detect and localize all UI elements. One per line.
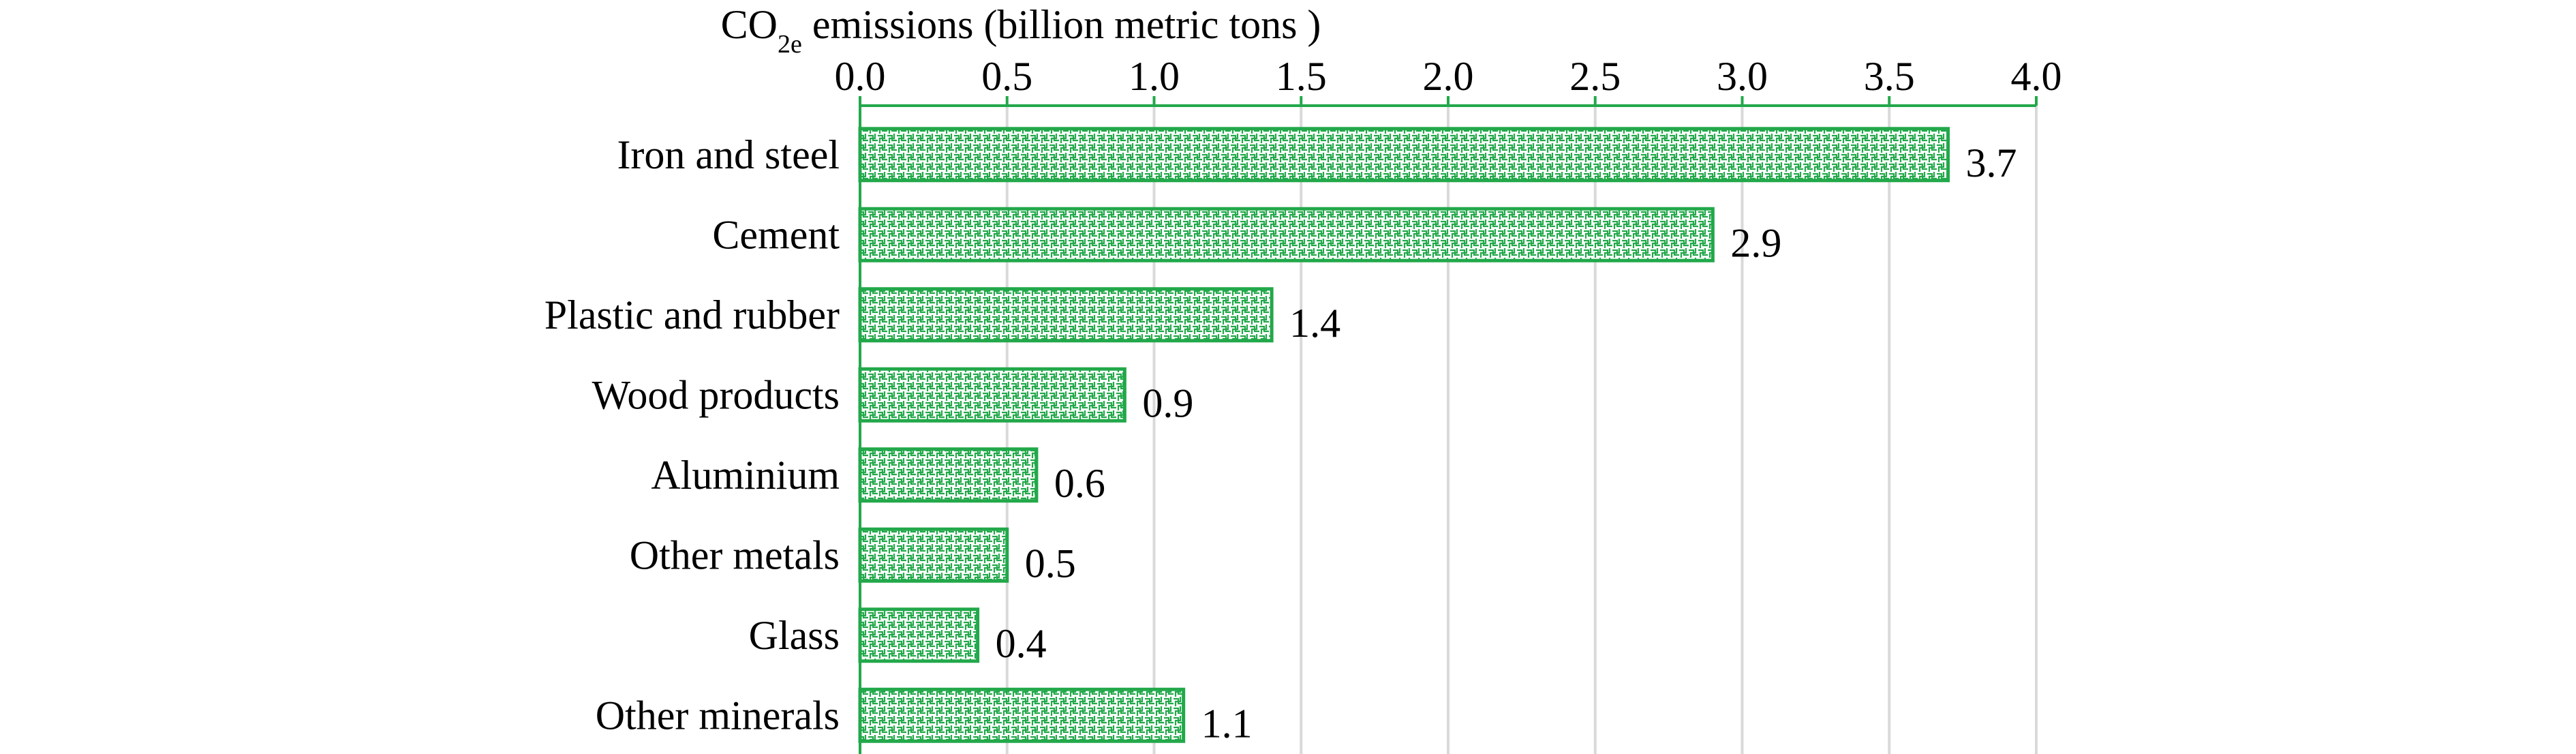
x-tick-label: 0.5	[981, 54, 1032, 99]
axis-title-subscript: 2e	[778, 30, 802, 59]
category-labels: Iron and steel Cement Plastic and rubber Wo…	[545, 132, 840, 738]
category-label: Iron and steel	[617, 132, 840, 177]
x-tick-label: 3.0	[1717, 54, 1768, 99]
x-tick-label: 2.5	[1569, 54, 1621, 99]
axis-title: CO2e emissions (billion metric tons )	[721, 2, 1321, 59]
category-label: Plastic and rubber	[545, 292, 840, 337]
x-tick-label: 2.0	[1423, 54, 1474, 99]
data-label: 0.6	[1054, 461, 1105, 506]
bar	[858, 287, 1274, 343]
category-label: Glass	[749, 613, 840, 658]
category-label: Wood products	[592, 372, 840, 417]
axis-title-suffix: emissions (billion metric tons )	[802, 2, 1321, 47]
x-tick-label: 3.5	[1864, 54, 1915, 99]
data-label: 3.7	[1966, 140, 2017, 185]
bar	[858, 527, 1009, 583]
data-label: 0.4	[996, 621, 1047, 666]
x-tick-label: 0.0	[835, 54, 886, 99]
bar	[858, 207, 1715, 262]
data-label: 1.4	[1289, 301, 1340, 346]
data-label: 0.9	[1142, 380, 1193, 425]
x-tick-label: 4.0	[2011, 54, 2062, 99]
x-tick-label: 1.0	[1129, 54, 1180, 99]
data-labels: 3.7 2.9 1.4 0.9 0.6 0.5 0.4 1.1	[996, 140, 2017, 747]
data-label: 1.1	[1201, 701, 1253, 746]
tick-labels: 0.0 0.5 1.0 1.5 2.0 2.5 3.0 3.5 4.0	[835, 54, 2062, 99]
category-label: Other minerals	[596, 693, 840, 738]
data-label: 0.5	[1025, 541, 1076, 586]
axes	[859, 96, 2038, 754]
category-label: Other metals	[630, 532, 840, 577]
x-tick-label: 1.5	[1276, 54, 1327, 99]
bar	[858, 607, 980, 663]
bar	[858, 367, 1126, 423]
category-label: Aluminium	[651, 453, 840, 498]
bar	[858, 687, 1186, 743]
gridlines	[1005, 106, 2038, 754]
category-label: Cement	[712, 212, 840, 257]
data-label: 2.9	[1730, 220, 1781, 265]
bar	[858, 447, 1039, 503]
axis-title-prefix: CO	[721, 2, 778, 47]
bar	[858, 127, 1950, 183]
